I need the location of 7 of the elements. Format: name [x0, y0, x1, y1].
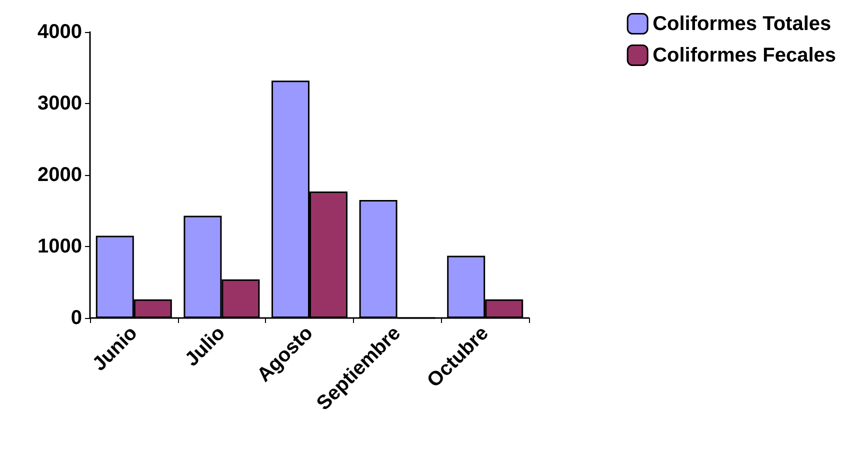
y-tick-label: 0 [70, 307, 82, 329]
y-tick-label: 3000 [38, 92, 82, 114]
y-tick-label: 2000 [38, 164, 82, 186]
y-tick-label: 4000 [38, 21, 82, 43]
y-tick-label: 1000 [38, 236, 82, 258]
legend-label: Coliformes Fecales [652, 44, 836, 66]
legend-label: Coliformes Totales [652, 12, 832, 35]
